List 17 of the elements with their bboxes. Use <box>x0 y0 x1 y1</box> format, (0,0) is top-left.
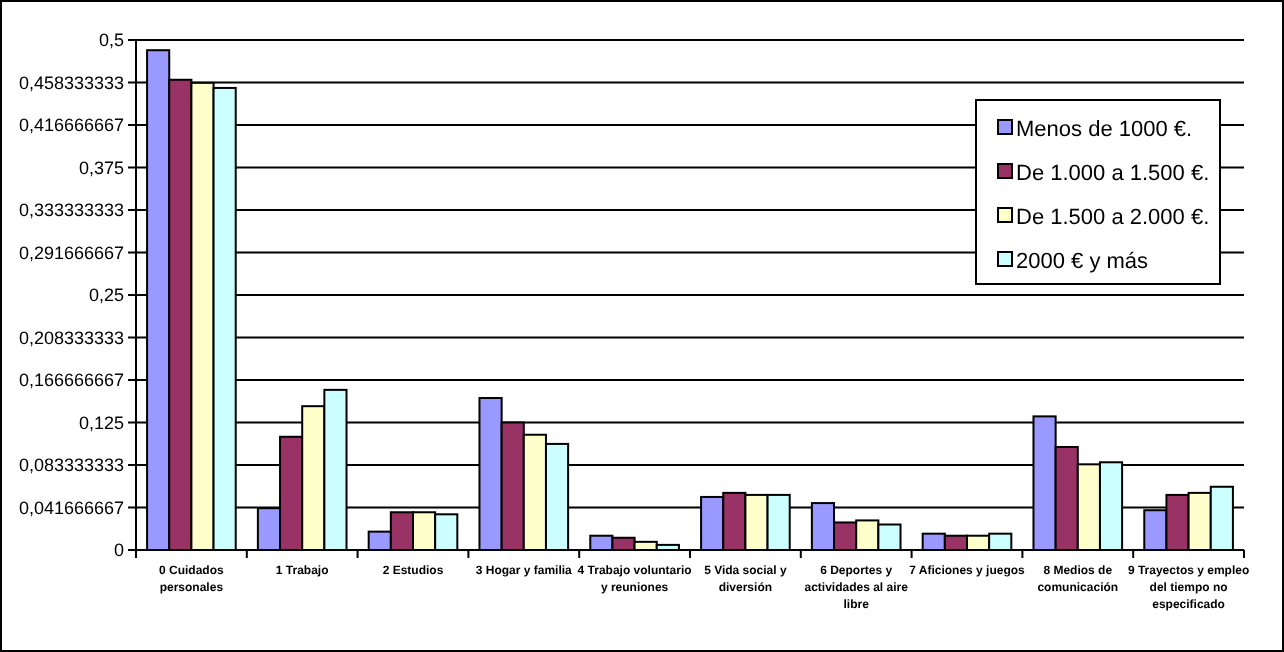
y-tick-label: 0,458333333 <box>18 72 124 93</box>
legend-label: De 1.500 a 2.000 €. <box>1016 205 1210 230</box>
y-tick-label: 0,166666667 <box>18 370 124 391</box>
y-tick-label: 0,416666667 <box>18 115 124 136</box>
y-tick-label: 0,5 <box>98 30 124 51</box>
y-tick-label: 0,125 <box>78 412 124 433</box>
legend-label: Menos de 1000 €. <box>1016 117 1193 142</box>
y-tick-label: 0,291666667 <box>18 242 124 263</box>
y-tick-label: 0,333333333 <box>18 200 124 221</box>
y-tick-label: 0,083333333 <box>18 455 124 476</box>
y-tick-label: 0,208333333 <box>18 327 124 348</box>
y-tick-label: 0,041666667 <box>18 497 124 518</box>
y-tick-label: 0,375 <box>78 157 124 178</box>
legend-label: De 1.000 a 1.500 €. <box>1016 161 1210 186</box>
y-tick-label: 0 <box>113 540 124 561</box>
y-tick-label: 0,25 <box>88 285 124 306</box>
legend-label: 2000 € y más <box>1016 249 1150 274</box>
